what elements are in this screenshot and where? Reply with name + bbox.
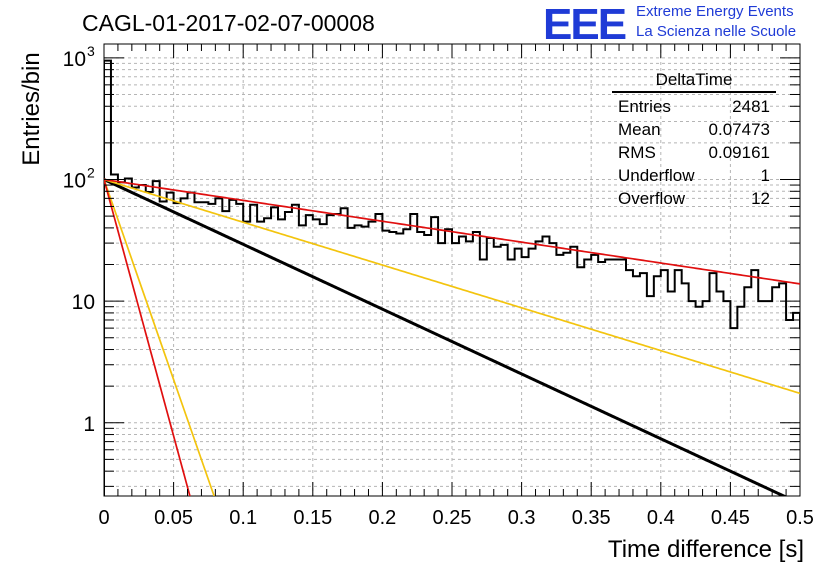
stats-label: Underflow [618, 166, 695, 185]
fit-curve-1 [104, 178, 800, 395]
y-tick-label: 10 [63, 48, 86, 71]
x-tick-label: 0.05 [154, 507, 193, 529]
stats-label: Overflow [618, 189, 686, 208]
y-axis-label: Entries/bin [18, 52, 45, 166]
fit-curve-3 [104, 179, 215, 496]
stats-row: Underflow 1 [612, 164, 776, 187]
x-tick-label: 0.35 [572, 507, 611, 529]
y-tick-exponent: 3 [87, 43, 95, 59]
stats-label: RMS [618, 143, 656, 162]
stats-value: 1 [760, 166, 770, 185]
x-tick-label: 0.1 [229, 507, 257, 529]
stats-title: DeltaTime [612, 70, 776, 93]
x-tick-label: 0.4 [647, 507, 675, 529]
stats-value: 0.07473 [708, 120, 770, 139]
plot-title: CAGL-01-2017-02-07-00008 [82, 10, 375, 36]
stats-value: 2481 [732, 97, 770, 116]
x-tick-label: 0.15 [293, 507, 332, 529]
y-tick-label: 1 [83, 413, 95, 436]
y-tick-exponent: 2 [87, 164, 95, 180]
x-tick-label: 0.2 [368, 507, 396, 529]
stats-value: 0.09161 [708, 143, 770, 162]
stats-label: Mean [618, 120, 661, 139]
x-tick-label: 0.5 [786, 507, 814, 529]
y-tick-label: 10 [72, 291, 95, 314]
eee-logo: EEE [543, 0, 627, 49]
x-axis-label: Time difference [s] [607, 536, 804, 563]
histogram-series [104, 59, 800, 496]
x-tick-label: 0.3 [508, 507, 536, 529]
y-tick-label: 10 [63, 169, 86, 192]
fit-curve-0 [104, 178, 788, 496]
stats-row: Entries 2481 [612, 95, 776, 118]
logo-text-line1: Extreme Energy Events [636, 3, 794, 20]
stats-box: DeltaTime Entries 2481 Mean 0.07473 RMS 0.0… [612, 70, 776, 210]
stats-label: Entries [618, 97, 671, 116]
stats-row: RMS 0.09161 [612, 141, 776, 164]
stats-row: Mean 0.07473 [612, 118, 776, 141]
fit-curve-4 [104, 179, 191, 496]
x-tick-label: 0.45 [711, 507, 750, 529]
x-tick-label: 0 [98, 507, 109, 529]
logo-text-line2: La Scienza nelle Scuole [636, 23, 797, 40]
stats-row: Overflow 12 [612, 187, 776, 210]
x-tick-label: 0.25 [433, 507, 472, 529]
fit-curve-2 [104, 178, 800, 285]
stats-value: 12 [751, 189, 770, 208]
